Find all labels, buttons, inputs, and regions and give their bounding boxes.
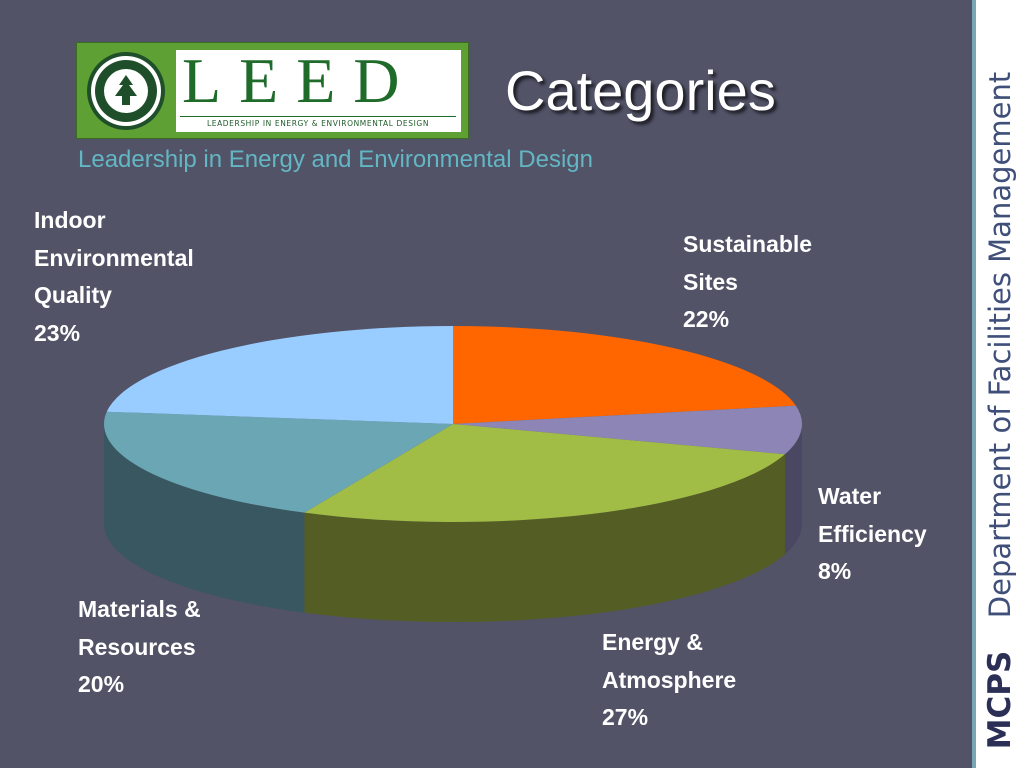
usgbc-seal-icon [87,52,165,130]
sidebar-department: Department of Facilities Management [983,71,1017,619]
slide-subtitle: Leadership in Energy and Environmental D… [78,146,593,173]
pie-side-energy-atmosphere [304,454,785,622]
pie-slice-indoor-environmental-quality [106,326,454,424]
slide-title: Categories [505,59,776,122]
slice-label-water-efficiency: Water Efficiency 8% [818,478,927,591]
logo-wordmark-panel: LEED LEADERSHIP IN ENERGY & ENVIRONMENTA… [176,45,461,132]
slice-value-label: 8% [818,558,852,584]
slice-label-line: Indoor [34,207,106,233]
slice-label-line: Sustainable [683,231,813,257]
slice-label-line: Atmosphere [602,666,737,693]
sidebar-org: MCPS [982,650,1018,750]
slice-label-line: Materials & [78,596,201,622]
slice-label-energy-atmosphere: Energy & Atmosphere 27% [602,624,736,737]
leed-logo: LEED LEADERSHIP IN ENERGY & ENVIRONMENTA… [76,42,469,139]
pie-slice-energy-atmosphere [304,424,785,522]
slice-label-line: Energy & [602,629,703,655]
logo-tagline: LEADERSHIP IN ENERGY & ENVIRONMENTAL DES… [180,116,456,128]
slice-label-line: Efficiency [818,520,927,547]
slice-label-materials-resources: Materials & Resources 20% [78,591,201,704]
slice-value-label: 23% [34,319,81,346]
slice-label-line: Quality [34,282,112,308]
slice-label-indoor-environmental-quality: Indoor Environmental Quality 23% [34,202,194,352]
pie-side-water-efficiency [784,424,802,555]
pie-slice-sustainable-sites [453,326,796,424]
slice-value-label: 27% [602,704,649,730]
slice-label-line: Sites [683,268,738,295]
slice-value-label: 22% [683,306,730,332]
pie-side-materials-resources [104,424,305,613]
slice-value-label: 20% [78,671,125,697]
logo-wordmark: LEED [182,45,418,116]
slice-label-line: Environmental [34,244,194,271]
slice-label-line: Resources [78,633,196,660]
slice-label-sustainable-sites: Sustainable Sites 22% [683,226,812,339]
slice-label-line: Water [818,483,882,509]
pie-chart [103,326,802,622]
sidebar [972,0,1024,768]
pie-slice-materials-resources [103,411,454,513]
pie-slice-water-efficiency [453,405,802,455]
